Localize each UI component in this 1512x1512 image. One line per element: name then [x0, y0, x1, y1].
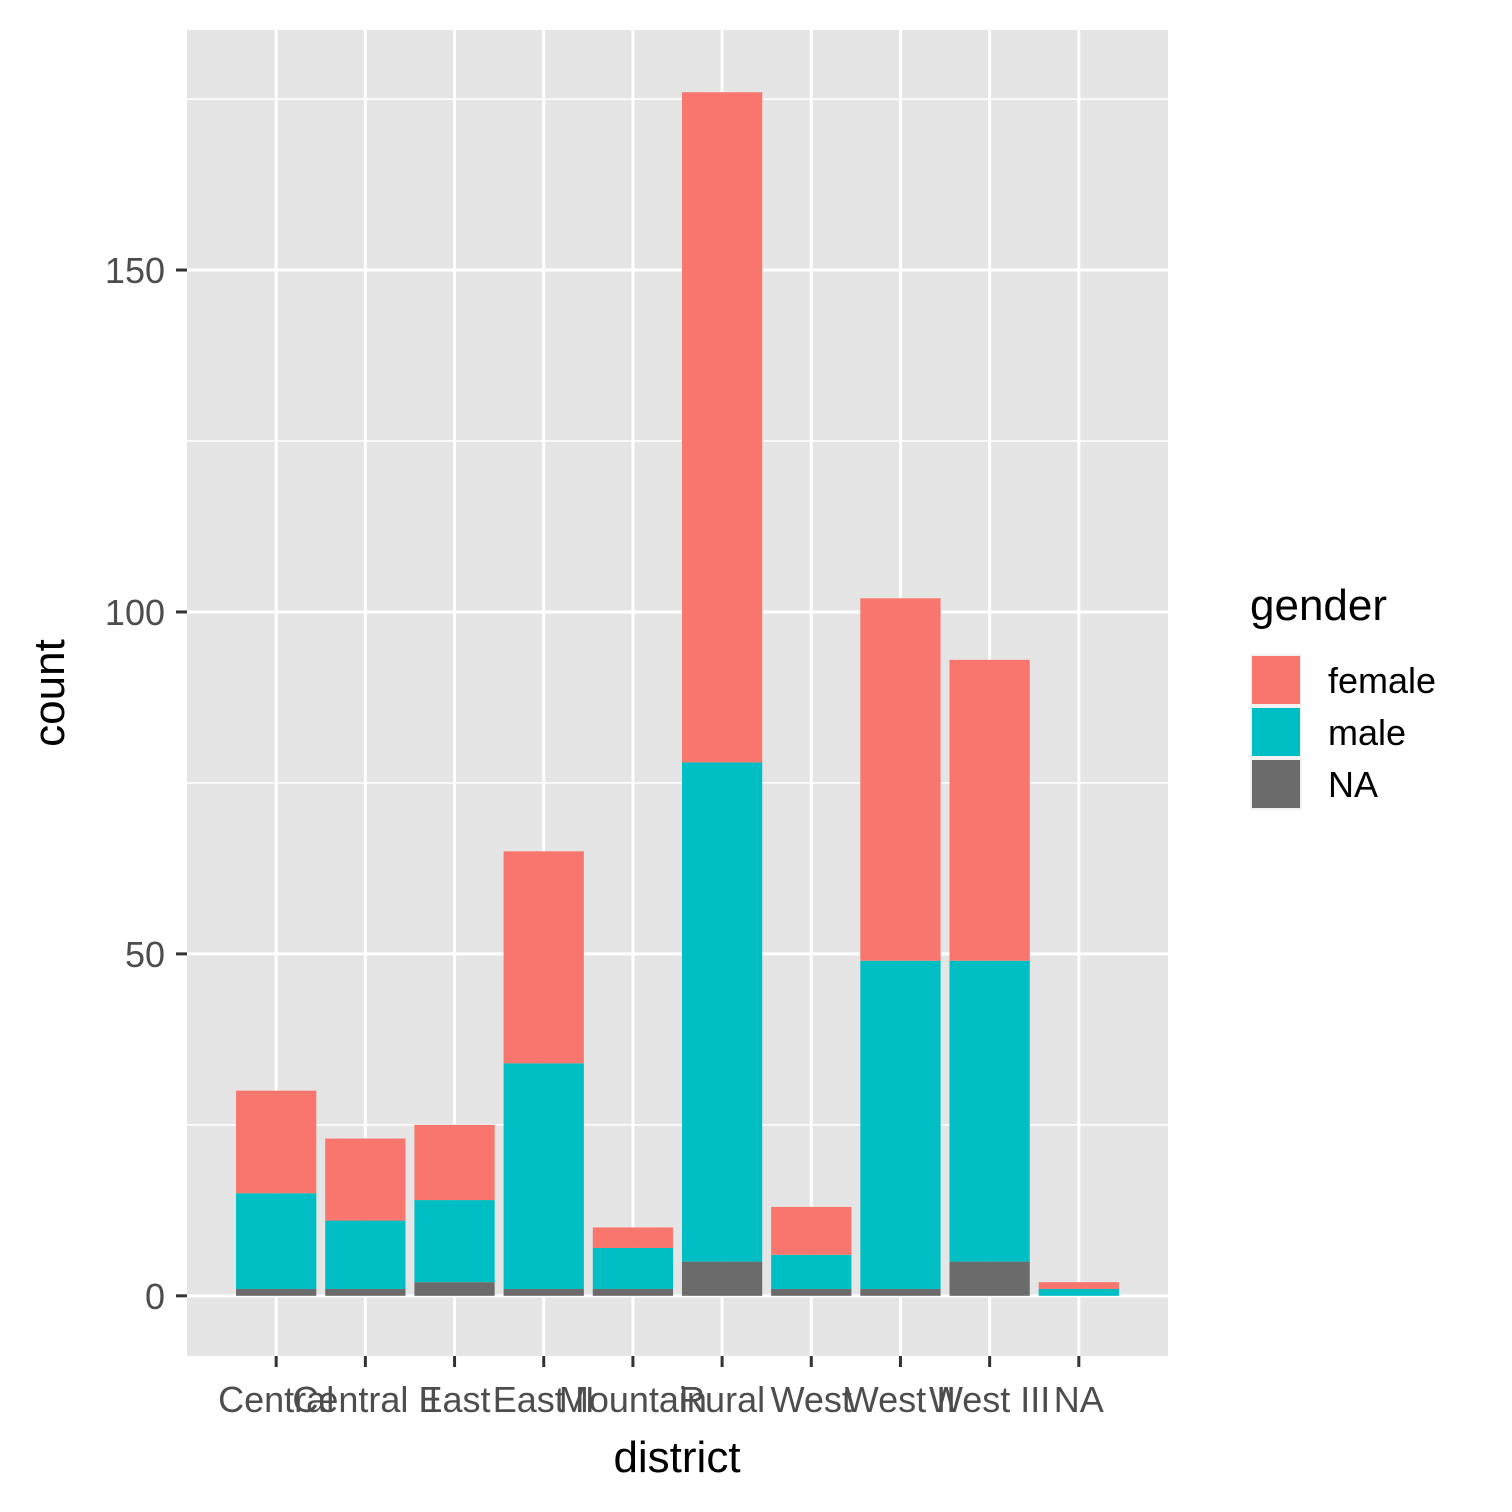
bar-segment-male	[949, 960, 1030, 1262]
x-tick-label: East II	[493, 1379, 595, 1420]
x-tick-label: Mountain	[559, 1379, 707, 1420]
x-tick-label: East	[419, 1379, 491, 1420]
bar-segment-na	[860, 1288, 941, 1296]
legend-key-male	[1252, 708, 1300, 756]
bar-segment-na	[592, 1288, 674, 1296]
legend-title: gender	[1250, 581, 1387, 630]
bar-segment-female	[592, 1227, 674, 1248]
y-tick-label: 0	[145, 1276, 165, 1317]
x-tick-label: Rural	[679, 1379, 765, 1420]
bar-segment-female	[1038, 1282, 1119, 1289]
bar-segment-male	[414, 1200, 495, 1283]
bar-segment-na	[681, 1261, 763, 1296]
bar-segment-male	[592, 1247, 674, 1289]
legend-label-female: female	[1328, 660, 1436, 701]
bar-segment-female	[681, 92, 763, 763]
x-tick-label: Central II	[292, 1379, 438, 1420]
legend-label-na: NA	[1328, 764, 1378, 805]
x-tick-label: NA	[1054, 1379, 1104, 1420]
x-tick-label: West III	[929, 1379, 1050, 1420]
x-tick-label: West	[771, 1379, 852, 1420]
bar-segment-male	[236, 1193, 317, 1289]
bar-segment-male	[325, 1220, 406, 1289]
bars	[236, 92, 1119, 1296]
bar-segment-male	[503, 1063, 584, 1289]
bar-segment-male	[771, 1254, 852, 1289]
x-tick-label: West II	[845, 1379, 956, 1420]
y-axis: 0 50 100 150	[105, 250, 187, 1317]
legend-label-male: male	[1328, 712, 1406, 753]
legend: gender female male NA	[1250, 581, 1436, 810]
legend-key-female	[1252, 656, 1300, 704]
y-axis-title: count	[25, 639, 74, 747]
y-tick-label: 150	[105, 250, 165, 291]
y-tick-label: 100	[105, 592, 165, 633]
bar-segment-female	[860, 598, 941, 961]
bar-segment-female	[236, 1090, 317, 1194]
bar-segment-female	[325, 1138, 406, 1221]
bar-segment-na	[503, 1288, 584, 1296]
bar-segment-na	[949, 1261, 1030, 1296]
bar-segment-female	[414, 1124, 495, 1201]
bar-segment-na	[236, 1288, 317, 1296]
legend-key-na	[1252, 760, 1300, 808]
x-axis-title: district	[613, 1433, 740, 1482]
bar-segment-female	[503, 851, 584, 1064]
bar-segment-na	[414, 1282, 495, 1296]
bar-segment-female	[771, 1206, 852, 1255]
x-tick-label: Central	[218, 1379, 334, 1420]
y-tick-label: 50	[125, 934, 165, 975]
bar-segment-male	[681, 762, 763, 1262]
bar-segment-na	[771, 1288, 852, 1296]
bar-segment-male	[860, 960, 941, 1289]
bar-segment-male	[1038, 1288, 1119, 1296]
bar-segment-na	[325, 1288, 406, 1296]
bar-segment-female	[949, 659, 1030, 961]
